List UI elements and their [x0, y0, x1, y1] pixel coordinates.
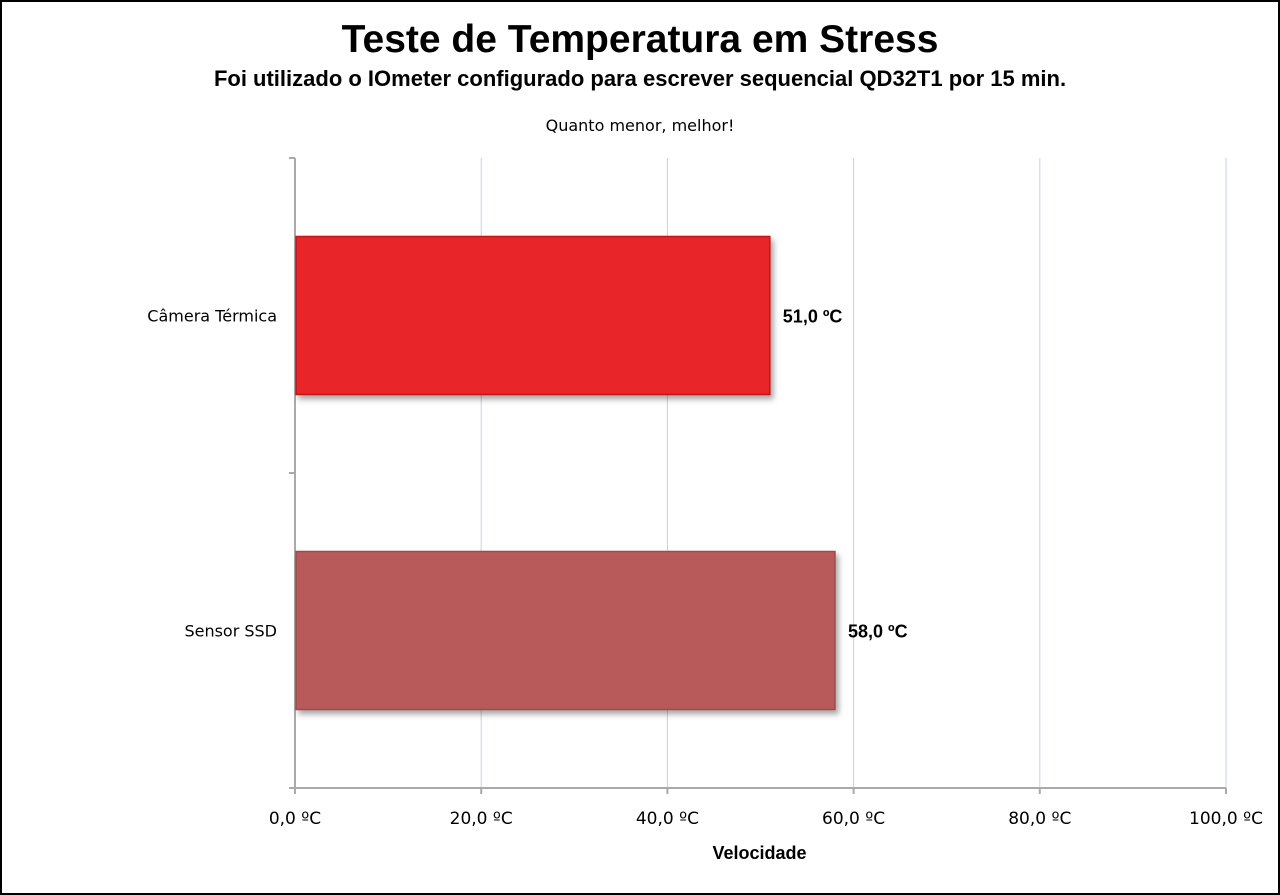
data-label: 58,0 ºC — [848, 622, 908, 642]
x-tick-label: 20,0 ºC — [450, 809, 513, 829]
category-label: Sensor SSD — [184, 622, 277, 641]
x-tick-label: 80,0 ºC — [1008, 809, 1071, 829]
category-label: Câmera Térmica — [147, 307, 277, 326]
bar — [295, 550, 836, 711]
x-tick-label: 100,0 ºC — [1189, 809, 1263, 829]
bar — [295, 235, 771, 396]
chart-subtitle: Foi utilizado o IOmeter configurado para… — [213, 66, 1067, 91]
x-tick-label: 60,0 ºC — [822, 809, 885, 829]
x-axis-title: Velocidade — [712, 843, 806, 863]
x-tick-label: 0,0 ºC — [269, 809, 321, 829]
x-tick-label: 40,0 ºC — [636, 809, 699, 829]
chart-title: Teste de Temperatura em Stress — [341, 18, 939, 61]
chart-note: Quanto menor, melhor! — [545, 116, 735, 135]
data-label: 51,0 ºC — [783, 307, 843, 327]
